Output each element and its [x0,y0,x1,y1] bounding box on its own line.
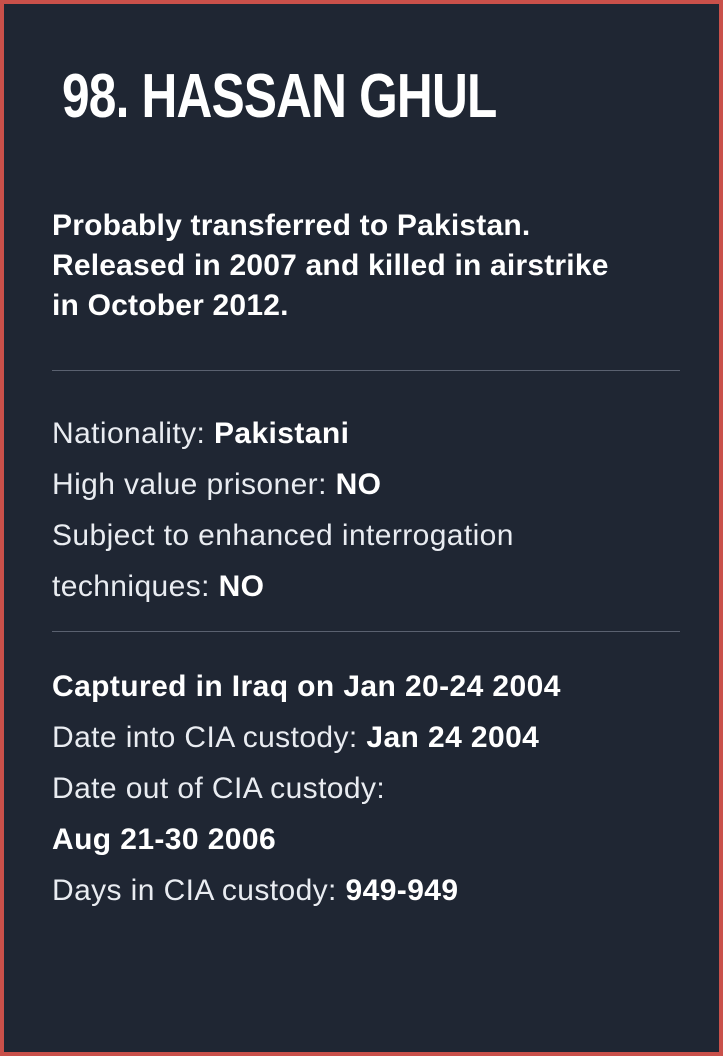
summary-line-3: in October 2012. [52,289,289,322]
days-row: Days in CIA custody: 949-949 [52,865,702,916]
date-out-label: Date out of CIA custody: [52,772,386,805]
date-in-label: Date into CIA custody: [52,721,358,754]
page-title: 98. HASSAN GHUL [62,62,497,131]
enhanced-interrogation-row: Subject to enhanced interrogation [52,510,702,561]
high-value-label: High value prisoner: [52,468,327,501]
date-out-value: Aug 21-30 2006 [52,823,277,856]
summary-line-1: Probably transferred to Pakistan. [52,209,531,242]
divider [52,631,680,632]
captured-row: Captured in Iraq on Jan 20-24 2004 [52,670,561,703]
high-value-value: NO [335,468,382,501]
date-out-value-row: Aug 21-30 2006 [52,814,702,865]
profile-section: Nationality: Pakistani High value prison… [52,408,702,612]
summary-line-2: Released in 2007 and killed in airstrike [52,249,609,282]
summary-text: Probably transferred to Pakistan. Releas… [52,206,692,326]
enhanced-interrogation-value: NO [218,570,265,603]
nationality-row: Nationality: Pakistani [52,408,702,459]
nationality-label: Nationality: [52,417,206,450]
high-value-row: High value prisoner: NO [52,459,702,510]
date-in-row: Date into CIA custody: Jan 24 2004 [52,712,702,763]
nationality-value: Pakistani [213,417,350,450]
date-out-row: Date out of CIA custody: [52,763,702,814]
days-value: 949-949 [345,874,459,907]
days-label: Days in CIA custody: [52,874,337,907]
divider [52,370,680,371]
enhanced-interrogation-row-continued: techniques: NO [52,561,702,612]
enhanced-interrogation-label-line-1: Subject to enhanced interrogation [52,519,514,552]
enhanced-interrogation-label-line-2: techniques: [52,570,210,603]
date-in-value: Jan 24 2004 [366,721,540,754]
custody-section: Captured in Iraq on Jan 20-24 2004 Date … [52,661,702,916]
